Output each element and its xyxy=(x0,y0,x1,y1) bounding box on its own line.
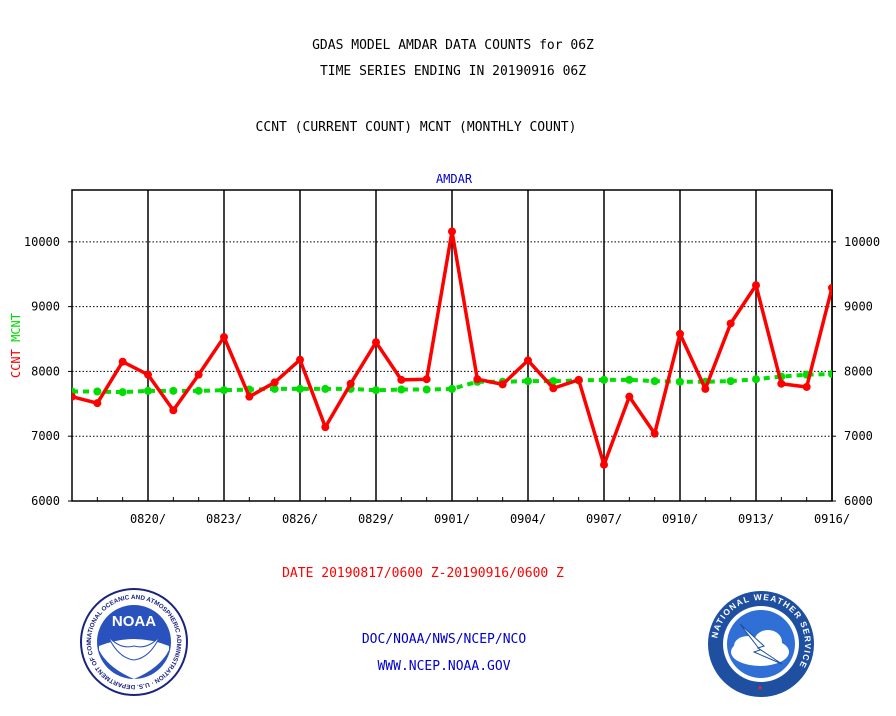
y-tick-label-right: 8000 xyxy=(844,364,873,378)
ccnt-point xyxy=(498,380,507,389)
y-tick-label-left: 9000 xyxy=(31,300,60,314)
ccnt-point xyxy=(802,382,811,391)
x-tick-label: 0820/ xyxy=(130,512,166,526)
ccnt-point xyxy=(650,429,659,438)
noaa-logo-text: NOAA xyxy=(112,613,156,630)
ccnt-point xyxy=(549,384,558,393)
ccnt-point xyxy=(372,338,380,347)
ccnt-point xyxy=(194,370,203,379)
series-ccnt xyxy=(72,227,832,469)
y-tick-label-left: 10000 xyxy=(24,235,60,249)
ccnt-point xyxy=(245,392,254,401)
ccnt-point xyxy=(296,355,304,364)
credit-line-2: WWW.NCEP.NOAA.GOV xyxy=(377,659,511,674)
mcnt-point xyxy=(321,384,330,393)
title-line-1: GDAS MODEL AMDAR DATA COUNTS for 06Z xyxy=(312,38,594,53)
x-tick-label: 0901/ xyxy=(434,512,470,526)
ccnt-point xyxy=(625,392,634,401)
ccnt-point xyxy=(726,319,735,328)
title-line-2: TIME SERIES ENDING IN 20190916 06Z xyxy=(319,64,587,79)
mcnt-point xyxy=(448,384,456,393)
ccnt-point xyxy=(448,227,456,236)
title-line-3: CCNT (CURRENT COUNT) MCNT (MONTHLY COUNT… xyxy=(255,120,577,135)
y-tick-label-right: 7000 xyxy=(844,429,873,443)
mcnt-point xyxy=(600,375,608,384)
y-axis-label: CCNT MCNT xyxy=(9,313,23,378)
ccnt-point xyxy=(220,333,228,342)
ccnt-point xyxy=(473,375,482,384)
ccnt-point xyxy=(574,375,583,384)
ccnt-point xyxy=(397,375,406,384)
ccnt-point xyxy=(169,406,178,415)
ccnt-point xyxy=(346,379,355,388)
ccnt-point xyxy=(777,379,786,388)
y-tick-label-left: 8000 xyxy=(31,364,60,378)
x-tick-label: 0916/ xyxy=(814,512,850,526)
mcnt-point xyxy=(296,384,304,393)
mcnt-point xyxy=(650,377,659,386)
mcnt-point xyxy=(625,375,634,384)
x-tick-label: 0826/ xyxy=(282,512,318,526)
ccnt-point xyxy=(270,378,279,387)
mcnt-point xyxy=(676,377,684,386)
x-tick-label: 0823/ xyxy=(206,512,242,526)
ccnt-point xyxy=(676,329,684,338)
y-tick-label-right: 10000 xyxy=(844,235,880,249)
y-axis-label-mcnt: MCNT xyxy=(9,313,23,342)
mcnt-point xyxy=(144,386,152,395)
mcnt-point xyxy=(828,370,832,379)
y-axis-label-ccnt: CCNT xyxy=(9,342,23,378)
chart-title: AMDAR xyxy=(436,172,473,186)
nws-logo: NATIONAL WEATHER SERVICE xyxy=(708,591,814,697)
ccnt-point xyxy=(828,283,832,292)
mcnt-point xyxy=(372,386,380,395)
x-tick-label: 0913/ xyxy=(738,512,774,526)
mcnt-point xyxy=(118,388,127,397)
mcnt-point xyxy=(397,385,406,394)
ccnt-point xyxy=(321,423,330,432)
mcnt-point xyxy=(549,377,558,386)
y-tick-label-left: 6000 xyxy=(31,494,60,508)
mcnt-point xyxy=(194,386,203,395)
amdar-line-chart: 6000 6000 7000 7000 8000 8000 9000 9000 10000 100… xyxy=(9,172,880,526)
ccnt-point xyxy=(72,392,76,401)
ccnt-point xyxy=(422,375,431,384)
x-tick-label: 0907/ xyxy=(586,512,622,526)
mcnt-point xyxy=(270,384,279,393)
y-tick-label-left: 7000 xyxy=(31,429,60,443)
credit-line-1: DOC/NOAA/NWS/NCEP/NCO xyxy=(361,632,527,647)
ccnt-point xyxy=(701,384,710,393)
ccnt-point xyxy=(93,399,102,408)
y-tick-label-right: 9000 xyxy=(844,300,873,314)
mcnt-point xyxy=(422,385,431,394)
mcnt-point xyxy=(220,386,228,395)
ccnt-point xyxy=(118,357,127,366)
y-tick-label-right: 6000 xyxy=(844,494,873,508)
date-range-label: DATE 20190817/0600 Z-20190916/0600 Z xyxy=(282,566,564,581)
mcnt-point xyxy=(93,387,102,396)
mcnt-point xyxy=(524,377,532,386)
ccnt-point xyxy=(752,281,760,290)
mcnt-point xyxy=(752,375,760,384)
x-tick-label: 0904/ xyxy=(510,512,546,526)
ccnt-point xyxy=(524,356,532,365)
ccnt-point xyxy=(600,460,608,469)
noaa-logo: NOAA NATIONAL OCEANIC AND ATMOSPHERIC AD… xyxy=(80,588,188,696)
ccnt-point xyxy=(144,370,152,379)
x-tick-label: 0910/ xyxy=(662,512,698,526)
mcnt-point xyxy=(726,377,735,386)
mcnt-point xyxy=(169,386,178,395)
x-tick-label: 0829/ xyxy=(358,512,394,526)
